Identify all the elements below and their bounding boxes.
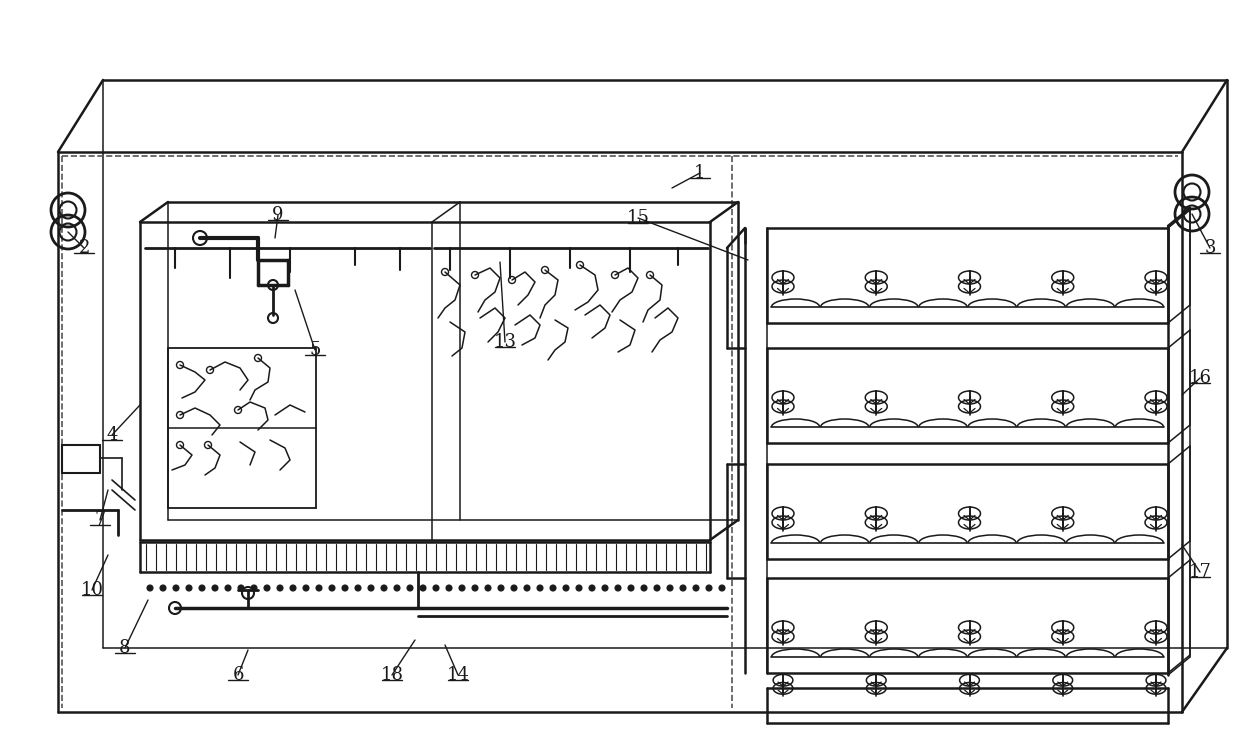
Circle shape — [653, 585, 660, 591]
Text: 16: 16 — [1188, 369, 1211, 387]
Circle shape — [693, 585, 699, 591]
Circle shape — [511, 585, 517, 591]
Circle shape — [472, 585, 477, 591]
Circle shape — [264, 585, 270, 591]
Circle shape — [407, 585, 413, 591]
Circle shape — [420, 585, 427, 591]
Circle shape — [212, 585, 218, 591]
Circle shape — [174, 585, 179, 591]
Circle shape — [381, 585, 387, 591]
Circle shape — [303, 585, 309, 591]
Text: 18: 18 — [381, 666, 403, 684]
Circle shape — [148, 585, 153, 591]
Circle shape — [198, 585, 205, 591]
Text: 14: 14 — [446, 666, 470, 684]
Circle shape — [551, 585, 556, 591]
Circle shape — [537, 585, 543, 591]
Circle shape — [498, 585, 503, 591]
Circle shape — [459, 585, 465, 591]
Circle shape — [355, 585, 361, 591]
Circle shape — [160, 585, 166, 591]
Text: 15: 15 — [626, 209, 650, 227]
Text: 13: 13 — [494, 333, 517, 351]
Circle shape — [316, 585, 322, 591]
Text: 7: 7 — [94, 511, 105, 529]
Circle shape — [667, 585, 673, 591]
Circle shape — [577, 585, 582, 591]
Text: 1: 1 — [694, 164, 706, 182]
Circle shape — [563, 585, 569, 591]
Circle shape — [525, 585, 529, 591]
Circle shape — [250, 585, 257, 591]
Circle shape — [589, 585, 595, 591]
Circle shape — [601, 585, 608, 591]
Circle shape — [641, 585, 647, 591]
Circle shape — [627, 585, 634, 591]
Text: 6: 6 — [232, 666, 244, 684]
Text: 8: 8 — [119, 639, 130, 657]
Text: 3: 3 — [1204, 239, 1215, 257]
Circle shape — [224, 585, 231, 591]
Text: 17: 17 — [1189, 563, 1211, 581]
Circle shape — [290, 585, 296, 591]
Text: 4: 4 — [107, 426, 118, 444]
Circle shape — [485, 585, 491, 591]
Circle shape — [446, 585, 453, 591]
Circle shape — [615, 585, 621, 591]
Circle shape — [342, 585, 348, 591]
Text: 5: 5 — [309, 341, 321, 359]
Text: 2: 2 — [78, 239, 89, 257]
Circle shape — [238, 585, 244, 591]
Text: 10: 10 — [81, 581, 103, 599]
Circle shape — [186, 585, 192, 591]
Text: 9: 9 — [273, 206, 284, 224]
Circle shape — [706, 585, 712, 591]
Circle shape — [719, 585, 725, 591]
Circle shape — [329, 585, 335, 591]
Circle shape — [277, 585, 283, 591]
Circle shape — [433, 585, 439, 591]
Circle shape — [394, 585, 401, 591]
Circle shape — [680, 585, 686, 591]
Circle shape — [368, 585, 374, 591]
